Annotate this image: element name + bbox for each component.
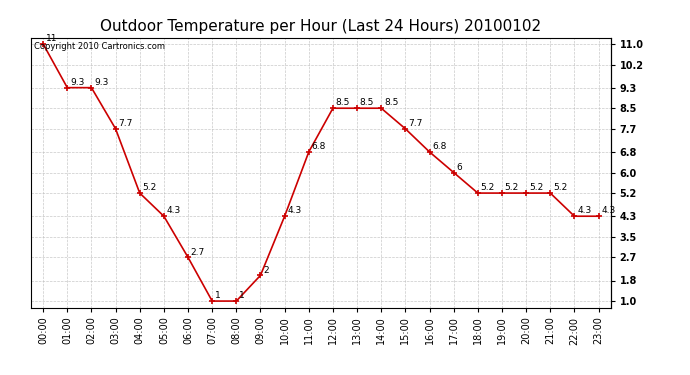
Text: 8.5: 8.5	[336, 98, 350, 107]
Title: Outdoor Temperature per Hour (Last 24 Hours) 20100102: Outdoor Temperature per Hour (Last 24 Ho…	[100, 18, 542, 33]
Text: 5.2: 5.2	[505, 183, 519, 192]
Text: 6.8: 6.8	[312, 142, 326, 151]
Text: 4.3: 4.3	[288, 206, 302, 215]
Text: 7.7: 7.7	[119, 119, 132, 128]
Text: 2: 2	[264, 266, 269, 274]
Text: 6: 6	[457, 163, 462, 172]
Text: 5.2: 5.2	[553, 183, 567, 192]
Text: 7.7: 7.7	[408, 119, 422, 128]
Text: Copyright 2010 Cartronics.com: Copyright 2010 Cartronics.com	[34, 42, 165, 51]
Text: 5.2: 5.2	[529, 183, 543, 192]
Text: 9.3: 9.3	[70, 78, 84, 87]
Text: 11: 11	[46, 34, 57, 43]
Text: 8.5: 8.5	[360, 98, 374, 107]
Text: 1: 1	[215, 291, 221, 300]
Text: 4.3: 4.3	[167, 206, 181, 215]
Text: 5.2: 5.2	[143, 183, 157, 192]
Text: 4.3: 4.3	[602, 206, 615, 215]
Text: 5.2: 5.2	[481, 183, 495, 192]
Text: 1: 1	[239, 291, 245, 300]
Text: 9.3: 9.3	[95, 78, 108, 87]
Text: 6.8: 6.8	[433, 142, 446, 151]
Text: 4.3: 4.3	[578, 206, 591, 215]
Text: 8.5: 8.5	[384, 98, 398, 107]
Text: 2.7: 2.7	[191, 248, 205, 256]
